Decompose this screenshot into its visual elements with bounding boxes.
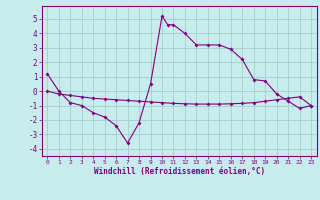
X-axis label: Windchill (Refroidissement éolien,°C): Windchill (Refroidissement éolien,°C) [94, 167, 265, 176]
